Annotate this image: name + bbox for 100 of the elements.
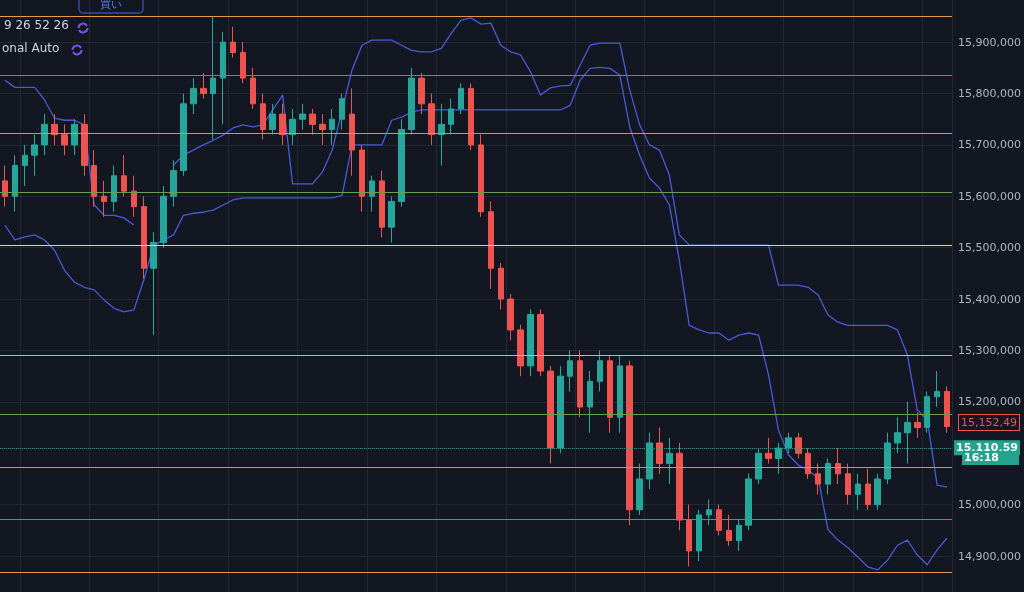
- candlestick: [845, 463, 851, 506]
- candlestick: [81, 113, 88, 177]
- candlestick: [339, 93, 345, 130]
- candlestick: [835, 447, 841, 485]
- y-tick-label: 15,900,000: [958, 35, 1021, 49]
- candlestick: [150, 231, 157, 336]
- candlestick: [448, 98, 454, 136]
- candlestick: [260, 93, 266, 141]
- candlestick: [22, 144, 28, 187]
- candlestick: [200, 72, 207, 100]
- candlestick: [438, 103, 445, 166]
- candlestick: [61, 123, 68, 156]
- candlestick: [309, 108, 316, 136]
- y-tick-label: 15,800,000: [958, 87, 1021, 101]
- candlestick: [656, 427, 663, 475]
- y-tick-label: 15,300,000: [958, 343, 1021, 357]
- candlestick: [944, 385, 950, 434]
- candlestick: [299, 103, 306, 130]
- candlestick: [567, 349, 573, 393]
- candlestick: [547, 365, 554, 465]
- annotation: 9 26 52 26: [4, 18, 69, 32]
- candlestick: [726, 514, 732, 547]
- text: 15,152,49: [958, 414, 1020, 431]
- y-tick-label: 14,900,000: [958, 549, 1021, 563]
- candlestick: [577, 349, 583, 418]
- y-tick-label: 15,700,000: [958, 138, 1021, 152]
- candlestick: [626, 360, 633, 526]
- y-tick-label: 15,400,000: [958, 292, 1021, 306]
- candlestick: [379, 170, 385, 238]
- candlestick: [359, 144, 365, 213]
- candlestick: [914, 411, 921, 439]
- y-tick-label: 15,600,000: [958, 189, 1021, 203]
- candlestick: [527, 308, 534, 377]
- candlestick: [676, 442, 683, 531]
- y-tick-label: 15,500,000: [958, 241, 1021, 255]
- candlestick: [250, 67, 256, 110]
- candlestick: [388, 195, 395, 244]
- candlestick: [795, 432, 802, 459]
- candlestick: [498, 262, 504, 310]
- candlestick: [537, 308, 544, 377]
- candlestick: [716, 504, 722, 536]
- text: 16:18: [962, 451, 1020, 465]
- candlestick: [587, 370, 593, 434]
- candlestick: [269, 103, 276, 136]
- candlestick: [825, 457, 831, 495]
- candlestick: [121, 154, 127, 197]
- candlestick: [805, 447, 811, 480]
- candlestick: [51, 113, 58, 146]
- y-tick-label: 15,000,000: [958, 498, 1021, 512]
- y-tick-label: 15,200,000: [958, 395, 1021, 409]
- candlestick: [369, 175, 375, 213]
- candlestick: [597, 349, 603, 393]
- candlestick: [458, 82, 464, 115]
- candlestick: [686, 504, 692, 567]
- candlestick: [141, 195, 147, 280]
- candlestick: [289, 108, 296, 146]
- candlestick: [855, 473, 861, 511]
- candlestick: [41, 113, 48, 156]
- candlestick: [617, 355, 623, 434]
- candlestick: [71, 118, 78, 156]
- candlestick: [240, 41, 246, 84]
- candlestick: [815, 463, 821, 495]
- candlestick: [170, 159, 177, 208]
- candlestick: [408, 67, 415, 136]
- line-series: [4, 66, 948, 571]
- candlestick: [865, 468, 871, 511]
- candlestick: [736, 519, 742, 552]
- candlestick: [934, 370, 940, 408]
- annotation: onal Auto: [2, 41, 60, 55]
- candlestick: [706, 499, 712, 526]
- candlestick: [111, 164, 117, 213]
- candlestick: [91, 149, 97, 208]
- candlestick: [180, 93, 187, 177]
- candlestick: [131, 175, 137, 218]
- candlestick: [160, 185, 167, 249]
- candlestick: [101, 180, 107, 218]
- candlestick: [468, 82, 474, 151]
- candlestick: [12, 154, 18, 213]
- candlestick: [418, 72, 425, 115]
- candlestick: [696, 509, 702, 562]
- candlestick: [607, 355, 613, 434]
- candlestick: [349, 87, 355, 177]
- candlestick: [190, 77, 197, 115]
- candlestick: [636, 463, 643, 516]
- candlestick: [210, 15, 216, 141]
- candlestick: [230, 26, 236, 59]
- candlestick: [488, 200, 494, 290]
- candlestick: [398, 118, 405, 208]
- candlestick: [329, 108, 335, 146]
- candlestick: [478, 134, 484, 218]
- candlestick: [319, 113, 326, 146]
- candlestick: [745, 473, 752, 531]
- candlestick: [2, 164, 8, 208]
- candlestick: [924, 391, 930, 434]
- candlestick: [220, 31, 226, 125]
- candlestick: [507, 293, 514, 341]
- candlestick: [428, 93, 435, 146]
- candlestick: [31, 134, 38, 177]
- candlestick: [279, 103, 286, 146]
- candlestick: [517, 324, 524, 377]
